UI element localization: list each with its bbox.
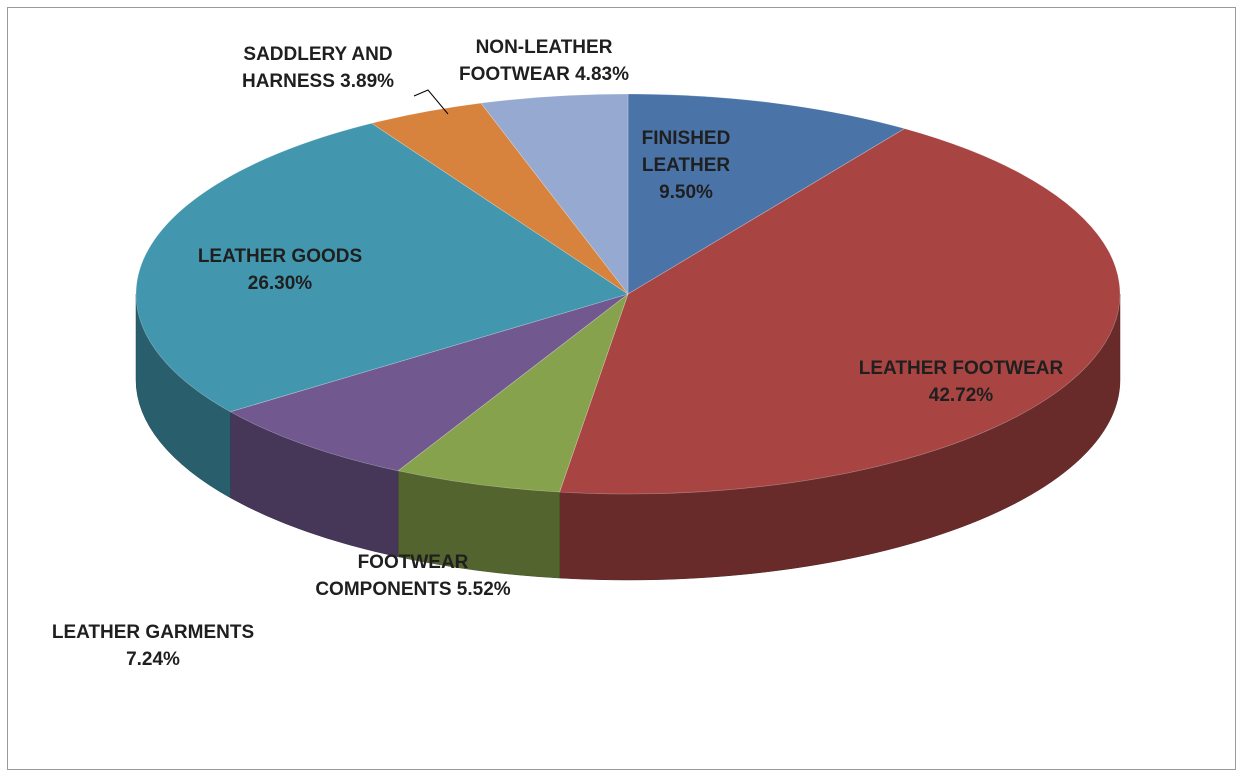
slice-label-line: LEATHER GARMENTS xyxy=(52,622,254,643)
slice-label-line: COMPONENTS 5.52% xyxy=(315,579,510,600)
pie-slice-non-leather-footwear[interactable] xyxy=(480,93,629,295)
slice-label-line: SADDLERY AND xyxy=(243,44,392,65)
pie-slices xyxy=(135,93,1121,495)
slice-label-footwear-components: FOOTWEAR COMPONENTS 5.52% xyxy=(315,552,510,600)
slice-label-line: 9.50% xyxy=(659,182,713,203)
pie-slice-saddlery-and-harness[interactable] xyxy=(370,102,629,295)
pie-chart: FINISHED LEATHER 9.50% LEATHER FOOTWEAR 42.7… xyxy=(52,37,1121,670)
slice-label-line: FOOTWEAR 4.83% xyxy=(459,64,629,85)
slice-label-line: NON-LEATHER xyxy=(476,37,613,58)
pie-sides xyxy=(135,293,1121,581)
pie-slice-leather-goods[interactable] xyxy=(135,122,629,413)
slice-label-line: LEATHER FOOTWEAR xyxy=(859,358,1064,379)
leader-line xyxy=(413,89,449,115)
slice-label-line: HARNESS 3.89% xyxy=(242,71,394,92)
pie-slice-leather-footwear[interactable] xyxy=(559,128,1121,495)
slice-label-line: FINISHED xyxy=(642,128,731,149)
slice-label-line: 7.24% xyxy=(126,649,180,670)
slice-label-finished-leather: FINISHED LEATHER 9.50% xyxy=(642,128,731,203)
slice-label-leather-garments: LEATHER GARMENTS 7.24% xyxy=(52,622,254,670)
chart-frame: FINISHED LEATHER 9.50% LEATHER FOOTWEAR 42.7… xyxy=(7,7,1236,770)
slice-label-line: LEATHER GOODS xyxy=(198,246,362,267)
slice-label-line: 42.72% xyxy=(929,385,994,406)
slice-label-line: LEATHER xyxy=(642,155,731,176)
pie-slice-finished-leather[interactable] xyxy=(627,93,906,295)
slice-labels: FINISHED LEATHER 9.50% LEATHER FOOTWEAR 42.7… xyxy=(52,37,1064,670)
slice-label-saddlery-and-harness: SADDLERY AND HARNESS 3.89% xyxy=(242,44,394,92)
slice-label-leather-footwear: LEATHER FOOTWEAR 42.72% xyxy=(859,358,1064,406)
slice-label-non-leather-footwear: NON-LEATHER FOOTWEAR 4.83% xyxy=(459,37,629,85)
pie-slice-leather-garments[interactable] xyxy=(229,293,629,472)
slice-label-line: 26.30% xyxy=(248,273,313,294)
pie-slice-footwear-components[interactable] xyxy=(397,293,629,493)
slice-label-line: FOOTWEAR xyxy=(358,552,469,573)
slice-label-leather-goods: LEATHER GOODS 26.30% xyxy=(198,246,362,294)
